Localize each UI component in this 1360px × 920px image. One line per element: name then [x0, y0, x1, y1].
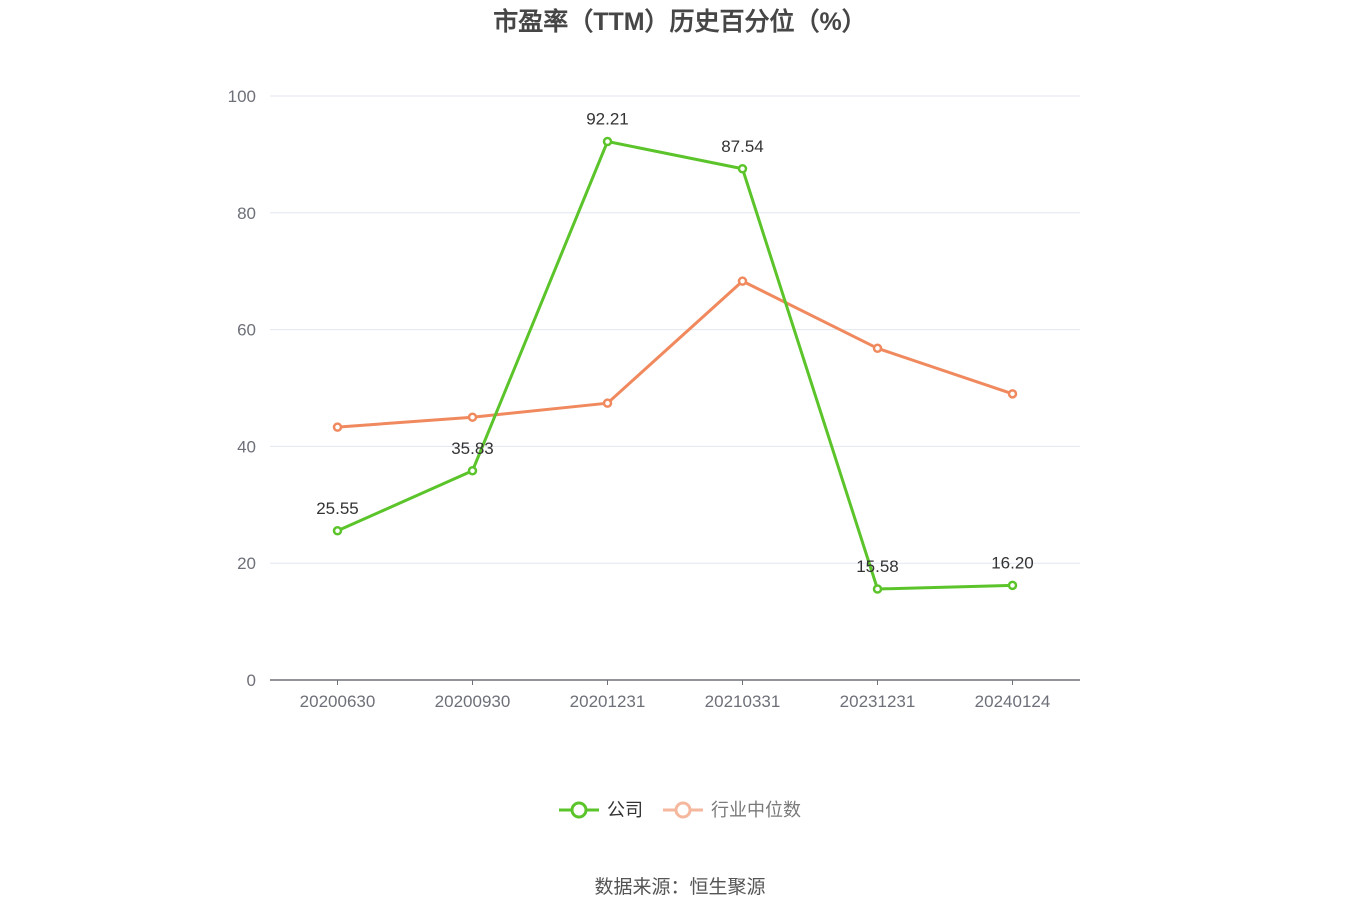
x-tick-label: 20200630: [300, 692, 376, 711]
y-tick-label: 0: [247, 671, 256, 690]
data-point-industry-median[interactable]: [332, 422, 343, 432]
data-label-company: 25.55: [316, 499, 359, 518]
y-tick-label: 20: [237, 554, 256, 573]
data-point-company[interactable]: [737, 164, 748, 174]
legend-line-circle-icon: [559, 801, 599, 819]
x-tick-label: 20210331: [705, 692, 781, 711]
data-label-company: 92.21: [586, 109, 629, 128]
series-line-company: [336, 139, 1013, 591]
data-label-company: 35.83: [451, 439, 494, 458]
y-axis: 0 20 40 60 80 100: [228, 87, 256, 690]
y-tick-label: 40: [237, 437, 256, 456]
data-source-note: 数据来源：恒生聚源: [594, 877, 766, 898]
series-company: [332, 136, 1018, 594]
data-point-industry-median[interactable]: [467, 412, 478, 422]
y-tick-label: 100: [228, 87, 256, 106]
data-point-industry-median[interactable]: [737, 276, 748, 286]
legend-label-industry-median: 行业中位数: [711, 800, 801, 820]
series-line-industry-median: [337, 279, 1013, 429]
legend-item-company[interactable]: 公司: [559, 796, 643, 824]
series-industry-median: [332, 276, 1018, 432]
legend-label-company: 公司: [607, 800, 643, 820]
data-point-company[interactable]: [467, 466, 478, 476]
x-tick-label: 20231231: [840, 692, 916, 711]
x-tick-label: 20240124: [975, 692, 1051, 711]
data-label-company: 16.20: [991, 553, 1034, 572]
y-tick-label: 60: [237, 321, 256, 340]
data-point-industry-median[interactable]: [602, 398, 613, 408]
data-point-company[interactable]: [872, 584, 883, 594]
x-axis: 20200630 20200930 20201231 20210331 20231231…: [270, 679, 1080, 711]
legend: 公司 行业中位数: [0, 796, 1360, 824]
grid-lines: [270, 95, 1080, 564]
data-labels-company: 25.55 35.83 92.21 87.54 15.58 16.20: [316, 109, 1034, 576]
data-point-industry-median[interactable]: [1007, 389, 1018, 399]
data-point-company[interactable]: [332, 526, 343, 536]
y-tick-label: 80: [237, 204, 256, 223]
data-point-company[interactable]: [602, 136, 613, 147]
data-point-company[interactable]: [1007, 580, 1018, 591]
legend-item-industry-median[interactable]: 行业中位数: [663, 796, 801, 824]
data-label-company: 87.54: [721, 137, 764, 156]
line-chart: 0 20 40 60 80 100 20200630 20200930 20201231 2021…: [228, 87, 1080, 711]
chart-title: 市盈率（TTM）历史百分位（%）: [493, 8, 867, 36]
data-point-industry-median[interactable]: [872, 343, 883, 354]
x-tick-label: 20200930: [435, 692, 511, 711]
legend-line-circle-icon: [663, 801, 703, 819]
x-tick-label: 20201231: [570, 692, 646, 711]
data-label-company: 15.58: [856, 557, 899, 576]
